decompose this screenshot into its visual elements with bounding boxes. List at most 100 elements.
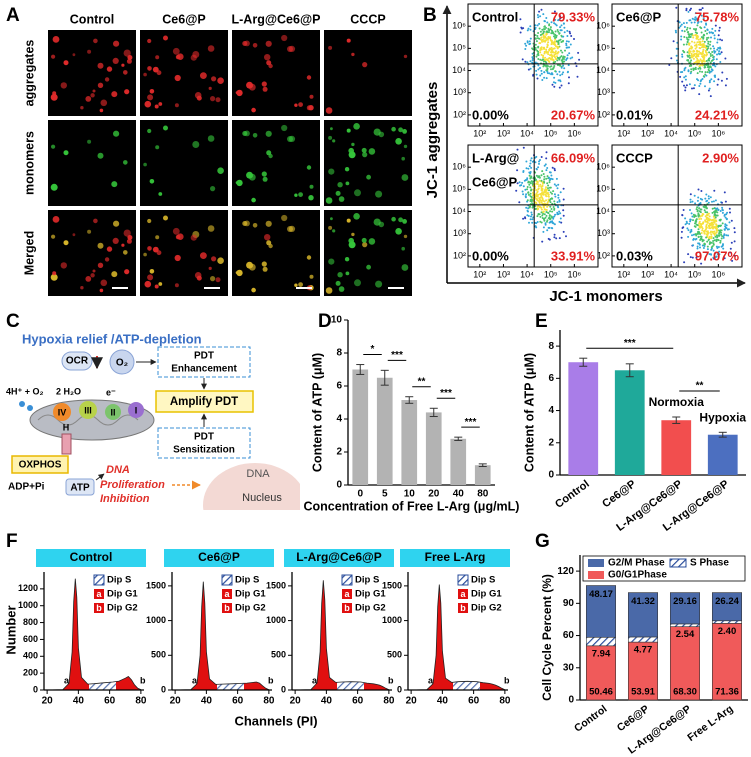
event	[698, 251, 701, 254]
legend-label: Dip G2	[471, 603, 502, 614]
event	[560, 66, 563, 69]
event	[691, 215, 694, 218]
event	[716, 227, 718, 230]
event	[691, 87, 693, 90]
event	[529, 186, 532, 189]
event	[691, 256, 694, 259]
x-tick-label: 10³	[641, 269, 654, 279]
event	[558, 237, 561, 240]
cell	[163, 125, 168, 131]
event	[694, 225, 697, 228]
legend-swatch	[342, 589, 352, 599]
cell	[163, 35, 168, 41]
cell	[123, 250, 128, 255]
cell	[328, 225, 333, 230]
peak-marker: b	[504, 675, 510, 685]
cell	[325, 107, 333, 114]
event	[713, 189, 716, 192]
cell	[217, 77, 224, 84]
cell	[87, 139, 92, 144]
event	[543, 76, 546, 79]
event	[706, 71, 709, 74]
cell	[60, 262, 67, 269]
event	[708, 224, 711, 227]
event	[687, 235, 690, 238]
event	[713, 230, 716, 233]
event	[697, 79, 700, 82]
cell	[375, 190, 383, 198]
cell	[378, 131, 385, 138]
event	[553, 10, 556, 13]
event	[534, 201, 537, 204]
y-tick-label: 500	[387, 650, 402, 660]
event	[697, 232, 700, 235]
event	[541, 182, 544, 185]
y-tick-label: 1200	[18, 583, 38, 593]
event	[547, 53, 550, 56]
legend-swatch	[93, 574, 105, 586]
event	[713, 239, 716, 242]
event	[542, 173, 545, 175]
event	[559, 191, 562, 194]
event	[711, 230, 714, 233]
sample-name: Ce6@P	[472, 174, 518, 189]
y-tick-label: 10⁶	[452, 21, 466, 31]
histogram-line	[47, 578, 142, 691]
cell	[401, 174, 409, 181]
event	[556, 59, 559, 62]
event	[562, 230, 565, 233]
event	[553, 167, 556, 170]
event	[576, 75, 579, 78]
event	[703, 245, 706, 247]
x-tick-label: 40	[73, 696, 85, 707]
cell	[85, 276, 92, 282]
event	[695, 18, 698, 20]
header-box	[400, 549, 510, 567]
y-tick-label: 8	[336, 348, 342, 359]
event	[672, 40, 675, 43]
event	[719, 239, 722, 242]
legend-marker: b	[224, 603, 230, 613]
percent-lower-right: 33.91%	[551, 248, 596, 263]
event	[716, 207, 719, 210]
x-tick-label: 10²	[617, 269, 630, 279]
cell	[332, 139, 336, 143]
y-tick-label: 0	[397, 684, 402, 694]
event	[708, 81, 711, 84]
event	[688, 61, 691, 64]
event	[567, 40, 570, 43]
event	[545, 33, 548, 35]
error-bar	[478, 463, 487, 468]
event	[705, 207, 708, 210]
event	[685, 7, 688, 10]
event	[694, 34, 697, 37]
event	[540, 36, 543, 39]
event	[710, 31, 713, 34]
event	[688, 222, 691, 225]
bar-segment	[711, 592, 742, 622]
panel-label: B	[423, 5, 437, 26]
cell	[401, 156, 406, 161]
event	[555, 40, 558, 43]
event	[721, 244, 724, 247]
event	[540, 72, 543, 75]
cell	[123, 229, 131, 237]
cell	[174, 74, 181, 82]
event	[680, 38, 683, 41]
event	[541, 59, 543, 62]
bar-segment	[627, 592, 658, 638]
event	[714, 24, 717, 27]
event	[695, 55, 698, 58]
event	[526, 209, 529, 212]
event	[698, 65, 701, 68]
y-tick-label: 10²	[597, 250, 610, 260]
bar-segment	[627, 636, 658, 643]
cell	[337, 272, 343, 278]
significance-label: **	[696, 381, 704, 392]
event	[693, 18, 696, 21]
event	[696, 209, 699, 212]
event	[681, 53, 684, 56]
event	[668, 64, 671, 66]
event	[711, 207, 714, 210]
error-bar	[579, 357, 588, 367]
